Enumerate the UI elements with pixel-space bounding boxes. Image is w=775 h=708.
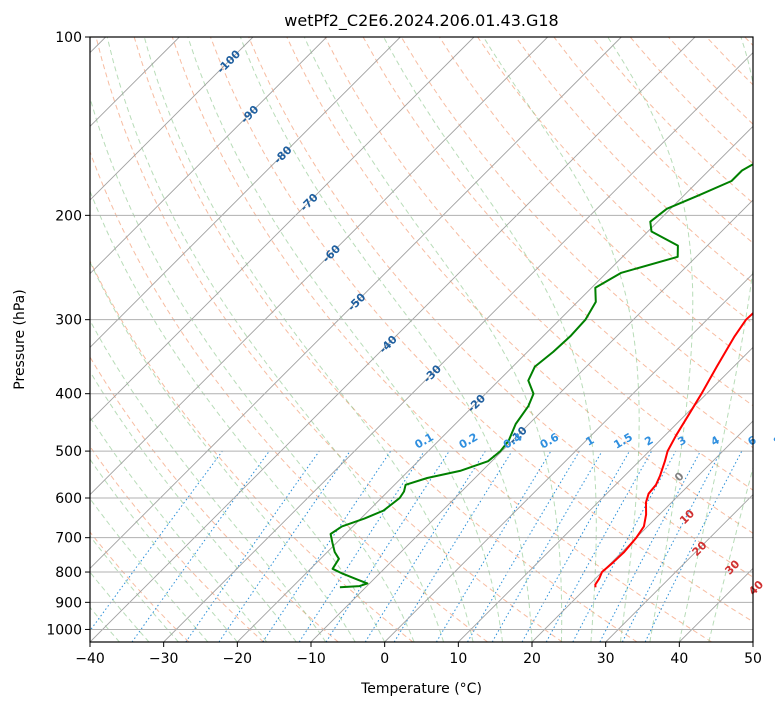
moist-adiabat — [607, 37, 694, 642]
x-tick-label: 30 — [597, 651, 615, 667]
y-tick-label: 500 — [55, 444, 82, 460]
dry-adiabat — [362, 37, 753, 449]
isotherm-line — [752, 641, 753, 642]
moist-adiabat — [482, 37, 640, 642]
y-tick-label: 400 — [55, 387, 82, 403]
dry-adiabat — [90, 150, 488, 642]
y-tick-label: 1000 — [46, 622, 82, 638]
isotherm-line — [237, 125, 753, 642]
mixing-ratio-line — [298, 450, 425, 642]
y-tick-label: 300 — [55, 313, 82, 329]
x-tick-label: −20 — [223, 651, 253, 667]
isotherm-line — [90, 37, 401, 348]
isotherm-line — [605, 494, 753, 642]
mixing-ratio-line — [185, 450, 320, 642]
pressure-grid — [90, 37, 753, 630]
mixing-ratio-line — [644, 450, 743, 642]
moist-adiabat — [143, 37, 474, 642]
mixing-ratio-line — [131, 450, 270, 642]
isotherm-line — [90, 37, 548, 496]
x-tick-label: −40 — [75, 651, 105, 667]
isotherm-line — [90, 37, 254, 201]
y-tick-label: 200 — [55, 208, 82, 224]
moist-adiabat — [106, 37, 445, 642]
x-axis-label: Temperature (°C) — [360, 681, 482, 697]
mixing-ratio-line — [545, 450, 653, 642]
mixing-ratio-line — [572, 450, 677, 642]
profiles — [329, 163, 753, 589]
x-tick-label: 40 — [670, 651, 688, 667]
isotherm-line — [458, 346, 753, 642]
x-tick-label: 10 — [449, 651, 467, 667]
dry-adiabat — [210, 37, 753, 623]
dry-adiabat — [90, 445, 264, 642]
x-tick-label: 0 — [380, 651, 389, 667]
y-tick-label: 700 — [55, 531, 82, 547]
dry-adiabat — [171, 37, 712, 642]
plot-area — [90, 37, 753, 642]
dry-adiabat — [438, 37, 753, 366]
mixing-ratio-line — [325, 450, 450, 642]
moist-adiabat — [90, 416, 268, 642]
moist-adiabat — [90, 319, 327, 642]
y-axis: 100 200 300 400 500 600 700 800 900 1000 — [46, 30, 90, 638]
mixing-ratio-line — [90, 450, 223, 632]
y-tick-label: 100 — [55, 30, 82, 46]
mixing-ratio-label: 8 — [771, 433, 775, 448]
moist-adiabat — [90, 260, 356, 642]
chart-title: wetPf2_C2E6.2024.206.01.43.G18 — [284, 11, 558, 31]
moist-adiabat — [90, 535, 179, 642]
x-tick-label: 20 — [523, 651, 541, 667]
dry-adiabat — [248, 37, 753, 578]
temperature-profile — [594, 311, 753, 588]
dry-adiabat — [90, 356, 339, 642]
isotherm-line — [90, 37, 696, 642]
mixing-ratio-line — [393, 450, 513, 642]
isotherm-line — [90, 37, 475, 422]
isotherm-line — [384, 273, 753, 642]
x-tick-label: −10 — [296, 651, 326, 667]
background-lines — [90, 37, 753, 642]
moist-adiabat — [90, 189, 386, 642]
moist-adiabat — [90, 497, 209, 642]
moist-adiabat — [187, 37, 503, 642]
dry-adiabat — [477, 37, 753, 325]
isotherm-line — [310, 199, 753, 642]
x-tick-label: −30 — [149, 651, 179, 667]
dry-adiabat — [133, 37, 638, 642]
moist-adiabat — [708, 466, 753, 642]
moist-adiabat — [383, 37, 597, 642]
y-tick-label: 900 — [55, 595, 82, 611]
x-tick-label: 50 — [744, 651, 762, 667]
isotherm-line — [90, 37, 327, 275]
moist-adiabat — [90, 370, 297, 642]
isotherm-line — [163, 52, 753, 642]
moist-adiabat — [303, 37, 563, 642]
x-axis: −40 −30 −20 −10 0 10 20 30 40 50 — [75, 642, 762, 667]
mixing-ratio-line — [218, 450, 351, 642]
dry-adiabat — [515, 37, 753, 284]
moist-adiabat — [678, 37, 753, 642]
dry-adiabat — [95, 37, 563, 642]
dewpoint-profile — [329, 163, 753, 589]
plot-frame — [89, 36, 754, 643]
y-tick-label: 600 — [55, 491, 82, 507]
isotherm-line — [90, 37, 622, 569]
moist-adiabat — [90, 458, 238, 642]
moist-adiabat — [239, 37, 533, 642]
y-tick-label: 800 — [55, 565, 82, 581]
mixing-ratio-line — [262, 450, 392, 642]
y-axis-label: Pressure (hPa) — [12, 289, 28, 389]
mixing-ratio-line — [521, 450, 630, 642]
